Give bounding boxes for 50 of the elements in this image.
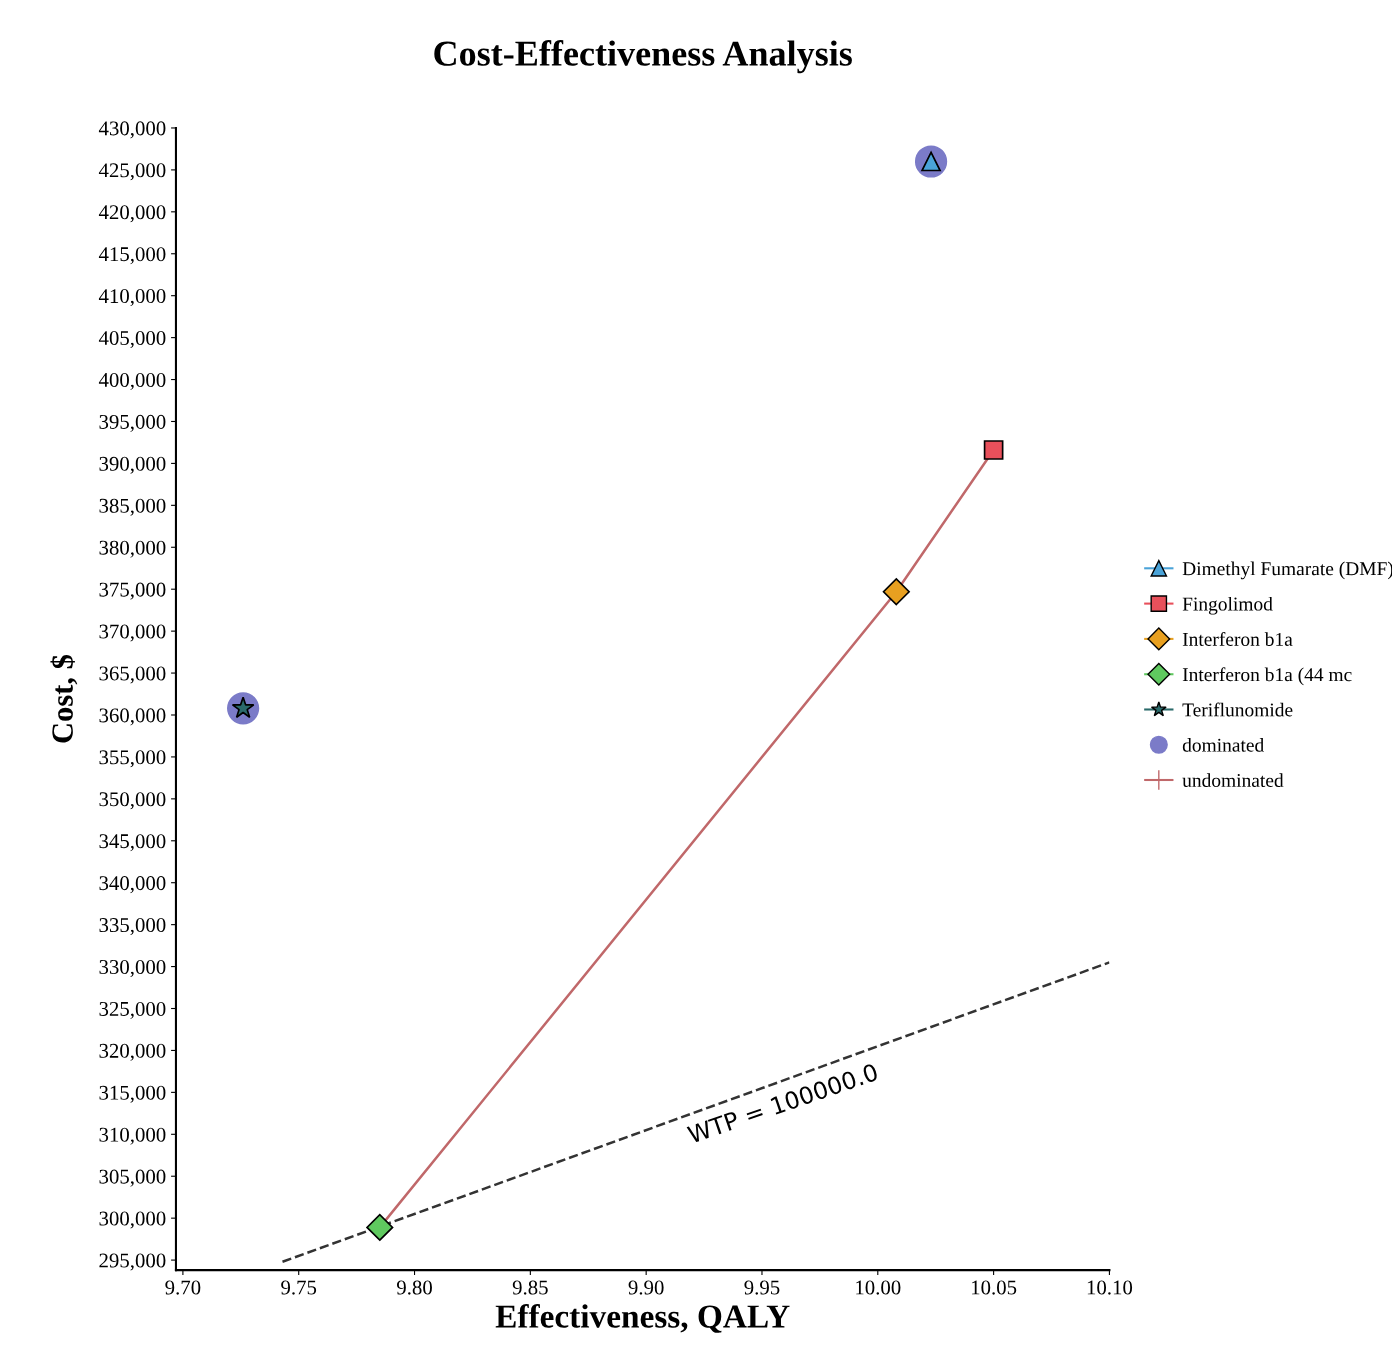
x-tick-label: 9.80 [396, 1280, 432, 1295]
y-tick-label: 315,000 [99, 1085, 166, 1103]
y-tick-label: 310,000 [99, 1127, 166, 1145]
x-tick-label: 10.00 [856, 1280, 901, 1295]
y-tick-label: 385,000 [99, 498, 166, 516]
x-tick-label: 9.75 [281, 1280, 317, 1295]
x-tick-label: 10.10 [1087, 1280, 1133, 1295]
y-tick-label: 365,000 [99, 666, 166, 684]
y-tick-label: 400,000 [98, 372, 166, 390]
y-tick-label: 350,000 [99, 792, 166, 810]
y-axis-title: Cost, $ [50, 654, 78, 743]
x-tick-label: 9.70 [165, 1280, 201, 1295]
x-tick-label: 9.90 [628, 1280, 664, 1295]
chart-title: Cost-Effectiveness Analysis [434, 40, 852, 74]
legend-label: Interferon b1a [1182, 632, 1293, 646]
y-tick-label: 415,000 [98, 247, 166, 265]
legend-label: Teriflunomide [1182, 702, 1293, 717]
y-tick-label: 430,000 [98, 121, 166, 139]
y-tick-label: 335,000 [99, 918, 166, 936]
legend-label: Fingolimod [1182, 596, 1273, 615]
x-axis-title: Effectiveness, QALY [495, 1303, 790, 1333]
y-tick-label: 410,000 [98, 289, 166, 307]
y-tick-label: 320,000 [99, 1043, 166, 1061]
y-tick-label: 345,000 [99, 834, 166, 852]
y-tick-label: 395,000 [99, 414, 166, 432]
y-tick-label: 420,000 [98, 205, 166, 223]
x-tick-label: 9.85 [512, 1280, 548, 1295]
y-tick-label: 305,000 [99, 1169, 166, 1187]
y-tick-label: 330,000 [99, 959, 166, 978]
y-tick-label: 360,000 [99, 708, 166, 726]
point [882, 578, 910, 606]
y-tick-label: 425,000 [98, 163, 166, 181]
y-tick-label: 295,000 [99, 1253, 166, 1271]
y-tick-label: 390,000 [99, 456, 166, 474]
legend-label: dominated [1182, 738, 1264, 752]
y-tick-label: 300,000 [99, 1211, 166, 1229]
y-tick-label: 375,000 [99, 582, 166, 600]
y-tick-label: 370,000 [99, 624, 166, 642]
x-tick-label: 10.05 [972, 1280, 1017, 1295]
legend-label: undominated [1182, 773, 1284, 787]
x-tick-label: 9.95 [744, 1280, 780, 1295]
y-tick-label: 325,000 [99, 1001, 166, 1019]
y-tick-label: 340,000 [99, 876, 166, 894]
y-tick-label: 355,000 [99, 750, 166, 768]
legend-label: Interferon b1a (44 mc [1182, 667, 1352, 686]
legend-label: Dimethyl Fumarate (DMF) [1182, 561, 1392, 580]
point [366, 1213, 394, 1241]
point [983, 440, 1004, 460]
y-tick-label: 405,000 [98, 330, 166, 349]
y-tick-label: 380,000 [99, 540, 166, 558]
